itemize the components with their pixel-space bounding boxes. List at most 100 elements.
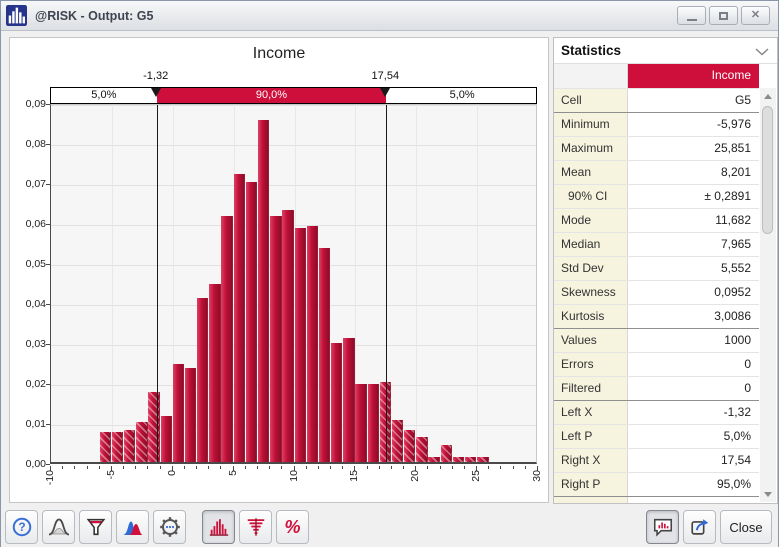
stats-row: Filtered 0	[554, 376, 759, 400]
minimize-icon	[686, 18, 697, 21]
close-window-button[interactable]: ✕	[741, 6, 770, 25]
stat-value: 25,851	[628, 137, 759, 160]
stats-row	[554, 496, 759, 503]
histogram-bar	[318, 248, 331, 462]
x-axis-tick	[378, 466, 380, 469]
graph-callout-button[interactable]	[646, 510, 679, 544]
stats-corner-cell	[554, 64, 628, 88]
x-axis-tick	[537, 466, 538, 471]
stats-row: Skewness 0,0952	[554, 280, 759, 304]
stat-label: Mean	[554, 161, 628, 184]
delimiter-line[interactable]	[156, 105, 158, 462]
histogram-bar	[197, 298, 209, 462]
histogram-bar	[270, 216, 282, 462]
scroll-up-icon[interactable]	[760, 89, 776, 103]
maximize-button[interactable]	[709, 6, 738, 25]
stats-scrollbar[interactable]	[760, 88, 776, 502]
x-axis-label: 30	[531, 470, 543, 482]
x-axis-label: 10	[287, 470, 300, 482]
scrollbar-thumb[interactable]	[762, 106, 773, 234]
stats-row: Right P 95,0%	[554, 472, 759, 496]
x-axis-tick	[342, 466, 344, 469]
stats-row: Maximum 25,851	[554, 136, 759, 160]
export-button[interactable]	[683, 510, 716, 544]
delimiter-right-marker-icon[interactable]	[380, 88, 391, 97]
income-column-header: Income	[628, 64, 759, 88]
statistics-panel-title: Statistics	[561, 43, 622, 58]
x-axis-tick	[110, 466, 112, 471]
stat-label: Minimum	[554, 113, 628, 136]
x-axis-tick	[439, 466, 441, 469]
histogram-bar	[306, 226, 319, 462]
scroll-down-icon[interactable]	[760, 487, 776, 501]
statistics-table: Income Cell G5 Minimum -5,976 Maximum 25,851 M…	[554, 64, 759, 503]
settings-button[interactable]	[153, 510, 186, 544]
stat-label: Filtered	[554, 377, 628, 400]
x-axis-tick	[317, 466, 319, 469]
stats-row: Left P 5,0%	[554, 424, 759, 448]
y-axis-label: 0,08	[25, 138, 46, 150]
delimiter-left-marker-icon[interactable]	[150, 88, 161, 97]
y-axis-label: 0,06	[25, 218, 46, 230]
percent-button[interactable]: %	[276, 510, 309, 544]
x-axis-tick	[451, 466, 453, 469]
histogram-bar	[391, 419, 404, 462]
histogram-bar	[464, 456, 477, 462]
minimize-button[interactable]	[677, 6, 706, 25]
y-axis-tick	[46, 384, 50, 385]
stat-value: 3,0086	[628, 305, 759, 328]
x-axis-tick	[415, 466, 417, 471]
histogram-bar	[124, 430, 136, 462]
y-axis-label: 0,04	[25, 298, 46, 310]
y-axis-tick	[46, 104, 50, 105]
settings-gear-icon	[159, 517, 180, 537]
x-axis-tick	[159, 466, 161, 469]
histogram-bar	[136, 422, 148, 462]
band-center-label: 90,0%	[255, 89, 288, 101]
histogram-bar	[233, 174, 245, 462]
x-axis-tick	[171, 466, 173, 471]
x-axis-tick	[269, 466, 271, 469]
stats-row: 90% CI ± 0,2891	[554, 184, 759, 208]
stat-value: 5,0%	[628, 425, 759, 448]
overlay-button[interactable]	[116, 510, 149, 544]
histogram-plot-area	[50, 104, 537, 464]
histogram-icon	[209, 519, 228, 536]
x-axis-tick	[293, 466, 295, 471]
x-axis-tick	[147, 466, 149, 469]
stat-label: Median	[554, 233, 628, 256]
histogram-button[interactable]	[202, 510, 235, 544]
titlebar[interactable]: @RISK - Output: G5 ✕	[1, 1, 778, 31]
y-axis-tick	[46, 224, 50, 225]
histogram-bar	[331, 343, 343, 462]
histogram-bar	[379, 382, 392, 462]
filter-button[interactable]	[79, 510, 112, 544]
gridline-vertical	[416, 105, 418, 462]
histogram-bar	[172, 364, 185, 462]
y-axis-label: 0,01	[25, 418, 46, 430]
distribution-format-button[interactable]	[42, 510, 75, 544]
histogram-bar	[99, 432, 112, 462]
delimiter-right-label: 17,54	[371, 70, 400, 82]
x-axis-label: 0	[165, 470, 178, 476]
chart-title: Income	[252, 45, 306, 62]
x-axis-tick	[86, 466, 88, 469]
x-axis-label: 15	[348, 470, 361, 482]
stat-label: Maximum	[554, 137, 628, 160]
stat-label: Kurtosis	[554, 305, 628, 328]
tornado-button[interactable]	[239, 510, 272, 544]
statistics-table-body: Cell G5 Minimum -5,976 Maximum 25,851 Mean 8,20…	[554, 88, 759, 503]
stat-label: Left P	[554, 425, 628, 448]
chevron-down-icon[interactable]	[755, 48, 769, 56]
close-button[interactable]: Close	[720, 510, 772, 544]
histogram-bar	[148, 392, 160, 462]
delimiter-line[interactable]	[386, 105, 388, 462]
stat-value: G5	[628, 89, 759, 112]
stat-label: Std Dev	[554, 257, 628, 280]
gridline-vertical	[355, 105, 357, 462]
histogram-bar	[416, 437, 428, 462]
histogram-bar	[404, 430, 416, 462]
help-button[interactable]: ?	[5, 510, 38, 544]
x-axis-label: -10	[44, 470, 56, 486]
svg-text:?: ?	[18, 520, 25, 534]
